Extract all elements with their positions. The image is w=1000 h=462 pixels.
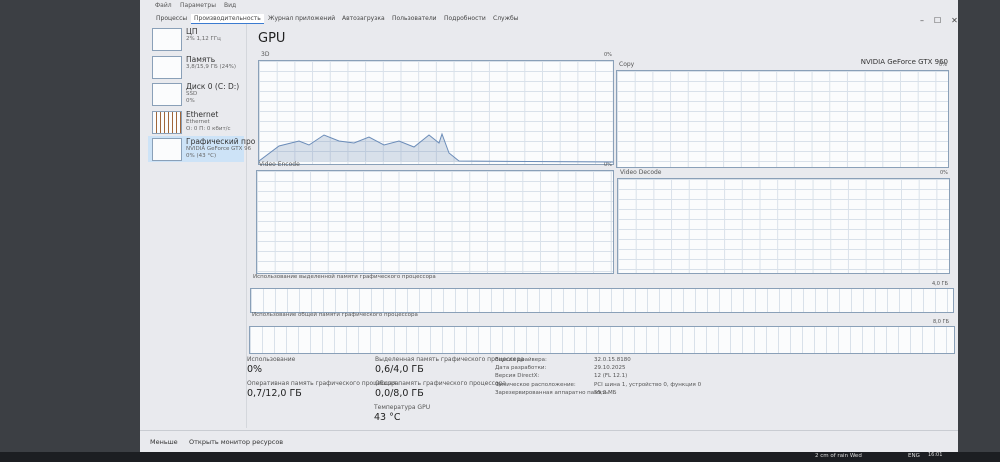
sidebar-title: Ethernet (186, 109, 219, 119)
tab[interactable]: Автозагрузка (342, 15, 385, 22)
tab[interactable]: Журнал приложений (268, 15, 336, 22)
sidebar-thumbnail (152, 28, 182, 51)
weather[interactable]: 2 cm of rain Wed (815, 453, 862, 459)
memory-bar (250, 288, 954, 313)
language[interactable]: ENG (908, 453, 920, 459)
sidebar-detail: 2% 1,12 ГГц (186, 36, 221, 42)
sidebar-thumbnail (152, 55, 182, 79)
sidebar-divider (246, 24, 247, 428)
sidebar-detail: 0% (186, 98, 195, 104)
detail-label: Зарезервированная аппаратно память: (495, 389, 610, 396)
sidebar-title: Графический про (186, 137, 256, 146)
taskbar (0, 452, 1000, 462)
detail-value: 55,2 МБ (594, 389, 617, 396)
graph-label: Video Decode (620, 169, 662, 176)
detail-value: PCI шина 1, устройство 0, функция 0 (594, 381, 702, 388)
graph (617, 178, 950, 274)
sidebar-thumbnail (152, 138, 182, 161)
menu-item[interactable]: Файл (155, 2, 172, 9)
tab[interactable]: Производительность (191, 14, 264, 24)
sidebar-title: ЦП (186, 27, 198, 36)
sidebar-detail: Ethernet (186, 118, 210, 125)
clock[interactable]: 16:01 (928, 452, 943, 458)
graph-max: 0% (939, 62, 947, 68)
graph (616, 70, 949, 168)
stat-value: 0,6/4,0 ГБ (375, 364, 424, 375)
window-controls[interactable]: –☐✕ (920, 16, 968, 25)
stat-label: Выделенная память графического процессор… (375, 356, 525, 363)
sidebar-detail: SSD (186, 91, 198, 97)
detail-value: 32.0.15.8180 (594, 357, 631, 363)
stat-value: 43 °C (374, 412, 401, 423)
sidebar-title: Память (186, 54, 216, 64)
tab[interactable]: Процессы (156, 15, 188, 22)
device-name: NVIDIA GeForce GTX 960 (860, 58, 948, 66)
detail-label: Версия драйвера: (495, 357, 547, 363)
graph (256, 170, 614, 274)
sidebar-detail: О: 0 П: 0 кбит/с (186, 125, 231, 132)
stat-label: Общая память графического процессора (375, 380, 507, 387)
menu-item[interactable]: Параметры (180, 2, 216, 9)
graph (258, 60, 614, 165)
graph-max: 0% (940, 170, 948, 176)
stat-value: 0% (247, 364, 263, 375)
detail-label: Дата разработки: (495, 365, 547, 372)
graph-label: 3D (261, 51, 270, 58)
stat-label: Использование (247, 356, 296, 363)
detail-label: Версия DirectX: (495, 373, 540, 380)
graph-trace (259, 132, 613, 163)
memory-bar (249, 326, 955, 354)
stat-value: 0,7/12,0 ГБ (247, 388, 302, 399)
stat-value: 0,0/8,0 ГБ (375, 388, 424, 399)
page-title: GPU (258, 31, 286, 46)
stat-label: Температура GPU (374, 404, 431, 411)
detail-value: 29.10.2025 (594, 365, 626, 372)
menu-item[interactable]: Вид (224, 2, 237, 9)
sidebar-detail: 3,8/15,9 ГБ (24%) (186, 63, 236, 70)
graph-label: Video Encode (259, 161, 300, 168)
memory-max: 4,0 ГБ (932, 281, 949, 287)
memory-label: Использование общей памяти графического … (252, 312, 418, 318)
graph-max: 0% (604, 162, 612, 168)
sidebar-title: Диск 0 (C: D:) (186, 82, 240, 91)
tab[interactable]: Пользователи (392, 15, 437, 22)
resource-monitor-link[interactable]: Открыть монитор ресурсов (189, 438, 284, 446)
detail-label: Физическое расположение: (495, 381, 576, 388)
tab[interactable]: Службы (493, 15, 519, 22)
sidebar-thumbnail (152, 83, 182, 106)
graph-max: 0% (604, 52, 612, 58)
graph-label: Copy (619, 61, 635, 68)
memory-label: Использование выделенной памяти графичес… (253, 274, 436, 280)
sidebar-detail: NVIDIA GeForce GTX 96 (186, 146, 252, 152)
sidebar-detail: 0% (43 °C) (186, 153, 217, 159)
stat-label: Оперативная память графического процессо… (247, 380, 399, 387)
memory-max: 8,0 ГБ (933, 319, 950, 325)
sidebar-thumbnail (152, 110, 182, 134)
footer-divider (140, 430, 958, 431)
tab[interactable]: Подробности (444, 15, 486, 22)
less-button[interactable]: Меньше (150, 438, 178, 446)
detail-value: 12 (FL 12.1) (594, 373, 628, 380)
